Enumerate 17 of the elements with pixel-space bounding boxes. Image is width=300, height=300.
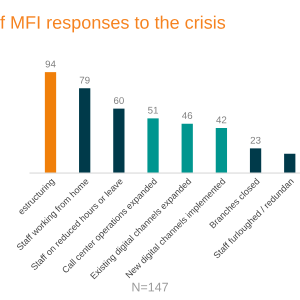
bar bbox=[44, 72, 56, 174]
chart-title: f MFI responses to the crisis bbox=[0, 16, 226, 32]
bar bbox=[147, 118, 159, 174]
data-label: 46 bbox=[182, 112, 192, 120]
data-label: 94 bbox=[46, 60, 56, 68]
data-label: 42 bbox=[216, 116, 226, 124]
data-label: 23 bbox=[250, 136, 261, 144]
bar bbox=[284, 154, 296, 174]
bar bbox=[250, 148, 262, 174]
bar bbox=[182, 124, 193, 174]
data-label: 60 bbox=[114, 97, 124, 104]
text: N=147 bbox=[132, 282, 168, 292]
bar bbox=[216, 128, 228, 174]
bar bbox=[113, 108, 124, 174]
bar bbox=[79, 88, 90, 174]
data-label: 79 bbox=[80, 76, 90, 84]
data-label: 51 bbox=[148, 106, 158, 114]
